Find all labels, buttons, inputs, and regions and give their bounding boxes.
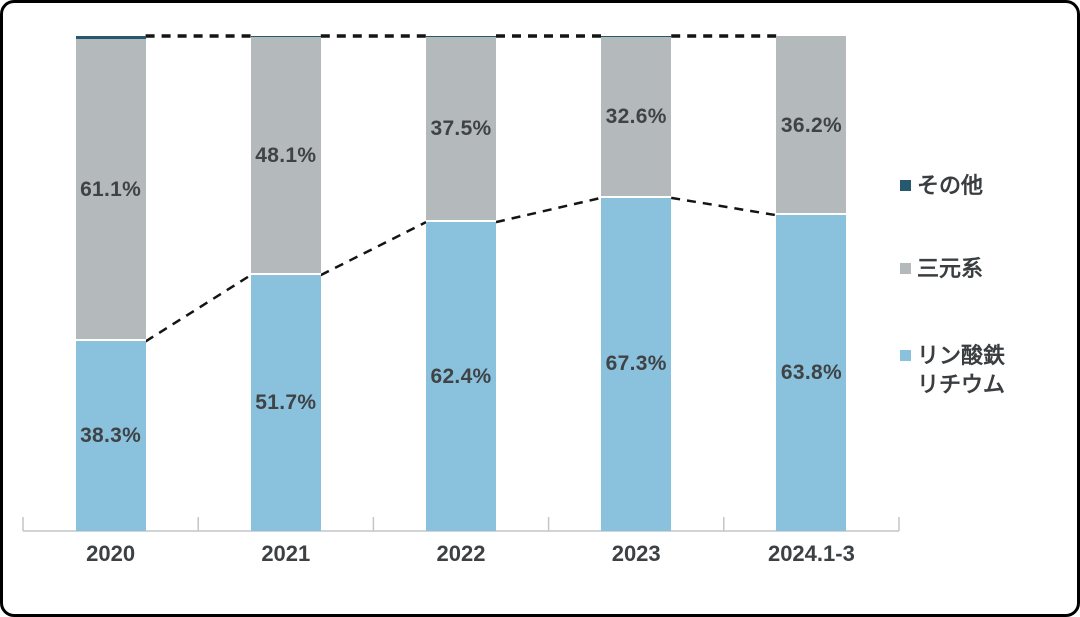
- data-label: 32.6%: [605, 105, 667, 129]
- data-label: 37.5%: [430, 117, 492, 141]
- bar-segment-リン酸鉄リチウム-2022: [426, 222, 496, 531]
- bar-segment-三元系-2021: [250, 36, 321, 276]
- chart-legend: その他三元系リン酸鉄リチウム: [900, 3, 1077, 614]
- bar-segment-リン酸鉄リチウム-2021: [250, 275, 321, 531]
- bar-segment-リン酸鉄リチウム-2020: [75, 341, 146, 531]
- x-axis-label: 2023: [611, 541, 661, 566]
- legend-item: 三元系: [900, 254, 1009, 283]
- bar-segment-三元系-2024.1-3: [776, 36, 847, 216]
- bar-segment-三元系-2020: [75, 38, 146, 342]
- bar-segment-リン酸鉄リチウム-2023: [601, 197, 672, 531]
- bar-segment-その他-2021: [250, 36, 321, 37]
- legend-swatch-icon: [900, 180, 911, 191]
- x-axis-label: 2022: [436, 541, 486, 566]
- data-label: 51.7%: [255, 391, 317, 415]
- data-label: 62.4%: [430, 364, 492, 388]
- legend-item: リン酸鉄リチウム: [900, 341, 1009, 399]
- series-connector-line-lfp: [670, 196, 777, 217]
- series-connector-line-lfp: [144, 274, 252, 343]
- bar-segment-三元系-2022: [426, 36, 496, 223]
- bar-segment-その他-2020: [75, 36, 146, 39]
- bar-segment-リン酸鉄リチウム-2024.1-3: [776, 215, 847, 531]
- legend-swatch-icon: [900, 263, 911, 274]
- x-axis-label: 2020: [86, 541, 136, 566]
- legend-item: その他: [900, 171, 1009, 200]
- chart-lines-layer: [22, 34, 900, 532]
- x-axis-label: 2021: [261, 541, 311, 566]
- data-label: 61.1%: [80, 178, 142, 202]
- data-label: 67.3%: [605, 352, 667, 376]
- bar-segment-三元系-2023: [601, 36, 672, 198]
- legend-swatch-icon: [900, 350, 911, 361]
- legend-label: 三元系: [917, 256, 984, 281]
- data-label: 36.2%: [780, 113, 842, 137]
- stacked-bar-chart: 38.3% 61.1% 51.7% 48.1% 62.4% 37.5% 67.3% 32.6%…: [3, 3, 1077, 614]
- legend-label: その他: [917, 173, 984, 198]
- legend-label: リン酸鉄リチウム: [917, 343, 1006, 397]
- data-label: 63.8%: [780, 361, 842, 385]
- x-axis-label: 2024.1-3: [767, 541, 855, 566]
- data-label: 48.1%: [255, 144, 317, 168]
- data-label: 38.3%: [80, 424, 142, 448]
- series-connector-line-lfp: [320, 221, 427, 277]
- series-connector-line-lfp: [495, 196, 602, 224]
